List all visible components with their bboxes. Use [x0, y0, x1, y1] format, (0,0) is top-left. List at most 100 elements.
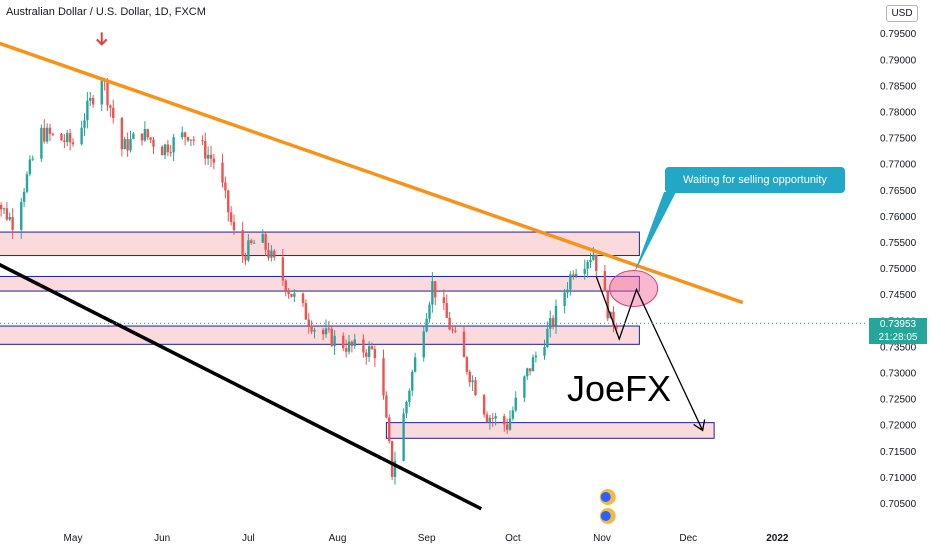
- candle-body: [606, 291, 609, 319]
- candle-body: [89, 98, 92, 101]
- candle-body: [603, 270, 607, 292]
- candle-body: [511, 410, 515, 419]
- candle-body: [442, 297, 446, 304]
- candle-body: [51, 133, 55, 135]
- price-tick-label: 0.71000: [880, 473, 917, 484]
- candle-body: [508, 418, 512, 430]
- candle-body: [612, 311, 615, 327]
- candle-body: [252, 242, 256, 244]
- candle-body: [83, 120, 86, 128]
- candle-body: [20, 201, 23, 230]
- price-tick-label: 0.73500: [880, 342, 917, 353]
- candle-body: [86, 100, 89, 121]
- candle-body: [569, 274, 572, 290]
- candle-body: [163, 144, 167, 156]
- candle-body: [373, 349, 377, 359]
- price-tick-label: 0.77500: [880, 134, 917, 145]
- candle-body: [471, 380, 474, 383]
- candle-body: [63, 140, 66, 143]
- candle-body: [551, 318, 555, 326]
- candle-body: [313, 329, 316, 332]
- time-tick-label: 2022: [766, 533, 789, 544]
- candle-body: [353, 339, 356, 346]
- annotation-callout[interactable]: Waiting for selling opportunity: [665, 167, 845, 193]
- candle-body: [106, 81, 109, 106]
- candle-body: [60, 133, 63, 141]
- price-tick-label: 0.72500: [880, 395, 917, 406]
- candle-body: [244, 256, 247, 261]
- candle-body: [2, 208, 6, 210]
- candle-body: [488, 417, 492, 422]
- callout-pointer: [633, 192, 676, 275]
- candle-body: [523, 376, 526, 398]
- sr-zone[interactable]: [0, 275, 640, 292]
- candle-body: [143, 129, 147, 141]
- candle-body: [132, 133, 135, 139]
- candle-body: [428, 304, 431, 319]
- candle-body: [186, 137, 190, 141]
- candle-body: [91, 98, 95, 105]
- candle-body: [572, 274, 575, 277]
- price-tick-label: 0.75000: [880, 264, 917, 275]
- price-tick-label: 0.79500: [880, 29, 917, 40]
- projection-arrowhead: [693, 419, 706, 432]
- candle-body: [192, 139, 195, 141]
- candle-body: [494, 416, 497, 419]
- candle-body: [425, 318, 428, 332]
- candle-body: [270, 250, 273, 258]
- candle-body: [563, 292, 566, 306]
- candle-body: [181, 132, 184, 138]
- sr-zone[interactable]: [0, 325, 640, 345]
- candle-body: [45, 127, 49, 142]
- candle-body: [149, 137, 152, 140]
- candle-body: [5, 208, 9, 220]
- time-tick-label: Dec: [679, 533, 697, 544]
- candle-body: [390, 441, 394, 477]
- candle-body: [120, 117, 124, 150]
- candle-body: [330, 328, 333, 346]
- candle-body: [247, 240, 250, 261]
- candle-body: [393, 460, 397, 477]
- candle-body: [413, 357, 417, 372]
- candle-body: [505, 424, 509, 430]
- flag-icon: [600, 511, 611, 521]
- candle-body: [267, 249, 270, 258]
- price-tick-label: 0.74500: [880, 290, 917, 301]
- last-price-label: 0.73953 21:28:05: [869, 318, 927, 344]
- currency-button[interactable]: USD: [886, 5, 918, 22]
- time-tick-label: Jun: [154, 533, 170, 544]
- candle-body: [362, 339, 365, 353]
- candle-body: [411, 371, 414, 391]
- price-axis-background: [868, 0, 932, 550]
- price-tick-label: 0.71500: [880, 447, 917, 458]
- highlight-ellipse: [609, 269, 659, 307]
- candle-body: [287, 291, 290, 295]
- time-tick-label: Aug: [329, 533, 347, 544]
- candle-body: [327, 328, 331, 330]
- candle-body: [445, 303, 448, 318]
- upper-trendline[interactable]: [0, 39, 744, 305]
- candle-body: [304, 303, 308, 320]
- candle-body: [321, 329, 325, 335]
- price-tick-label: 0.79000: [880, 55, 917, 66]
- projection-path[interactable]: [595, 276, 704, 431]
- sr-zone[interactable]: [385, 422, 715, 439]
- candle-body: [221, 162, 224, 183]
- candle-body: [206, 154, 210, 159]
- candle-body: [11, 217, 14, 230]
- candle-body: [140, 133, 144, 141]
- candle-body: [80, 127, 83, 145]
- sr-zone[interactable]: [0, 231, 640, 257]
- time-axis-background: [0, 528, 868, 550]
- candle-body: [431, 281, 434, 305]
- candle-body: [284, 280, 287, 292]
- candle-body: [109, 105, 112, 108]
- candle-body: [402, 413, 405, 461]
- price-tick-label: 0.73000: [880, 369, 917, 380]
- price-tick-label: 0.70500: [880, 499, 917, 510]
- lower-trendline[interactable]: [0, 258, 483, 511]
- candle-body: [290, 294, 293, 297]
- candle-body: [31, 158, 34, 160]
